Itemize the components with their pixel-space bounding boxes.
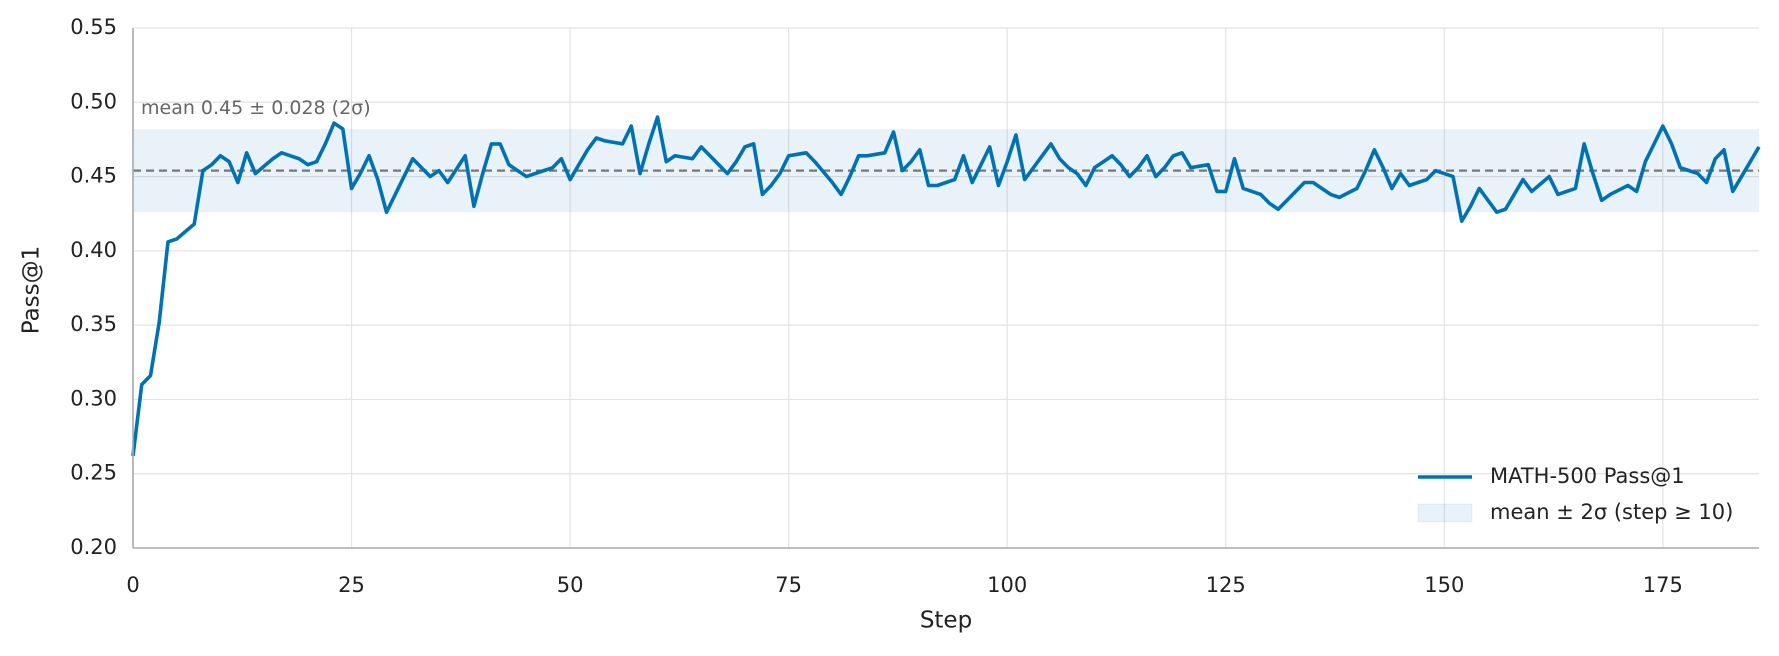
data-line <box>131 115 1761 457</box>
legend-label: MATH-500 Pass@1 <box>1490 464 1685 488</box>
x-tick-label: 150 <box>1424 573 1464 597</box>
y-tick-label: 0.30 <box>70 386 117 410</box>
y-tick-label: 0.55 <box>70 15 117 39</box>
x-tick-label: 100 <box>987 573 1027 597</box>
y-tick-label: 0.20 <box>70 535 117 559</box>
y-tick-label: 0.50 <box>70 89 117 113</box>
x-tick-label: 125 <box>1206 573 1246 597</box>
legend-band <box>1417 503 1473 523</box>
x-tick-label: 50 <box>557 573 584 597</box>
x-tick-label: 75 <box>775 573 802 597</box>
legend-label: mean ± 2σ (step ≥ 10) <box>1490 500 1733 524</box>
y-tick-label: 0.40 <box>70 238 117 262</box>
x-tick-label: 0 <box>126 573 139 597</box>
y-tick-label: 0.25 <box>70 461 117 485</box>
mean-annotation: mean 0.45 ± 0.028 (2σ) <box>141 97 371 119</box>
y-tick-label: 0.35 <box>70 312 117 336</box>
y-tick-label: 0.45 <box>70 164 117 188</box>
x-axis-label: Step <box>920 608 972 634</box>
x-tick-label: 25 <box>338 573 365 597</box>
y-axis-label: Pass@1 <box>19 246 45 335</box>
x-tick-label: 175 <box>1643 573 1683 597</box>
